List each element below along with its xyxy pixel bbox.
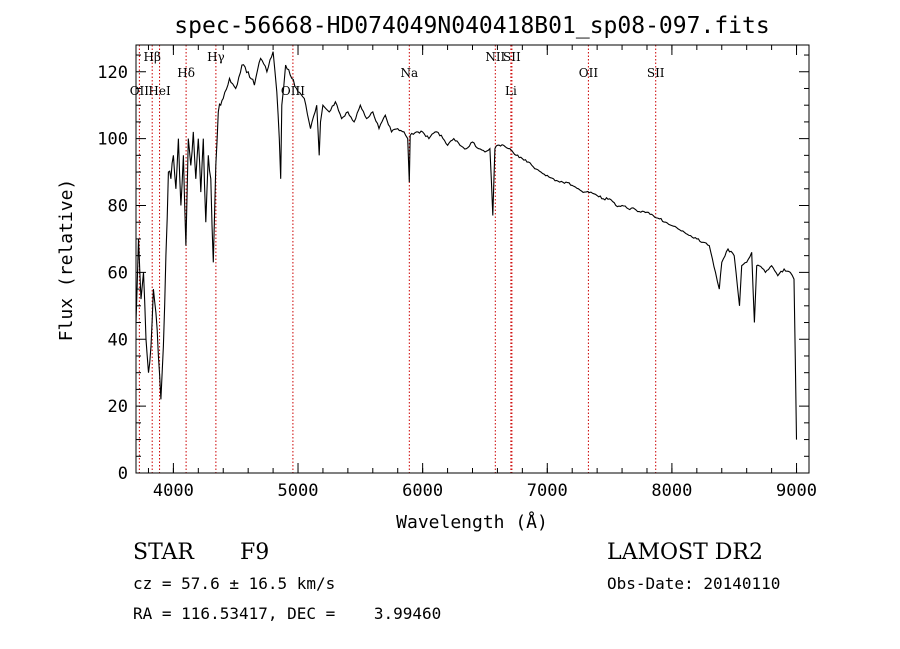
y-tick-label: 120	[97, 63, 128, 83]
survey-name: LAMOST DR2	[607, 540, 763, 565]
y-tick-label: 0	[118, 464, 128, 484]
y-tick-label: 60	[108, 263, 128, 283]
line-label-oiii: OIII	[281, 84, 305, 98]
x-tick-label: 7000	[527, 481, 568, 501]
line-label-hδ: Hδ	[177, 66, 195, 80]
ra-dec: RA = 116.53417, DEC = 3.99460	[133, 604, 441, 623]
line-label-sii: SII	[647, 66, 665, 80]
x-tick-label: 8000	[651, 481, 692, 501]
x-axis-label: Wavelength (Å)	[396, 511, 548, 533]
x-tick-label: 6000	[402, 481, 443, 501]
line-label-oii: OII	[579, 66, 599, 80]
y-tick-label: 80	[108, 197, 128, 217]
line-label-hγ: Hγ	[207, 50, 225, 64]
line-label-sii: SII	[503, 50, 521, 64]
line-label-hβ: Hβ	[143, 50, 160, 64]
emission-line-markers	[138, 45, 657, 473]
x-axis: 4000 5000 6000 7000 8000 9000	[147, 45, 817, 501]
x-tick-label: 4000	[153, 481, 194, 501]
y-tick-label: 40	[108, 330, 128, 350]
x-tick-label: 5000	[278, 481, 319, 501]
line-label-oii: OII	[130, 84, 150, 98]
y-tick-label: 20	[108, 397, 128, 417]
object-subclass: F9	[240, 540, 269, 565]
observation-date: Obs-Date: 20140110	[607, 574, 780, 593]
spectrum-series-line	[135, 51, 798, 440]
object-class: STAR	[133, 540, 195, 565]
line-label-li: Li	[505, 84, 517, 98]
line-label-hei: HeI	[148, 84, 171, 98]
line-label-nii: NII	[485, 50, 505, 64]
y-tick-label: 100	[97, 130, 128, 150]
line-label-na: Na	[400, 66, 418, 80]
redshift-cz: cz = 57.6 ± 16.5 km/s	[133, 574, 335, 593]
chart-title: spec-56668-HD074049N040418B01_sp08-097.f…	[174, 13, 769, 39]
y-axis: 0 20 40 60 80 100 120	[97, 54, 809, 484]
plot-frame	[135, 44, 810, 474]
x-tick-label: 9000	[776, 481, 817, 501]
y-axis-label: Flux (relative)	[56, 179, 77, 342]
